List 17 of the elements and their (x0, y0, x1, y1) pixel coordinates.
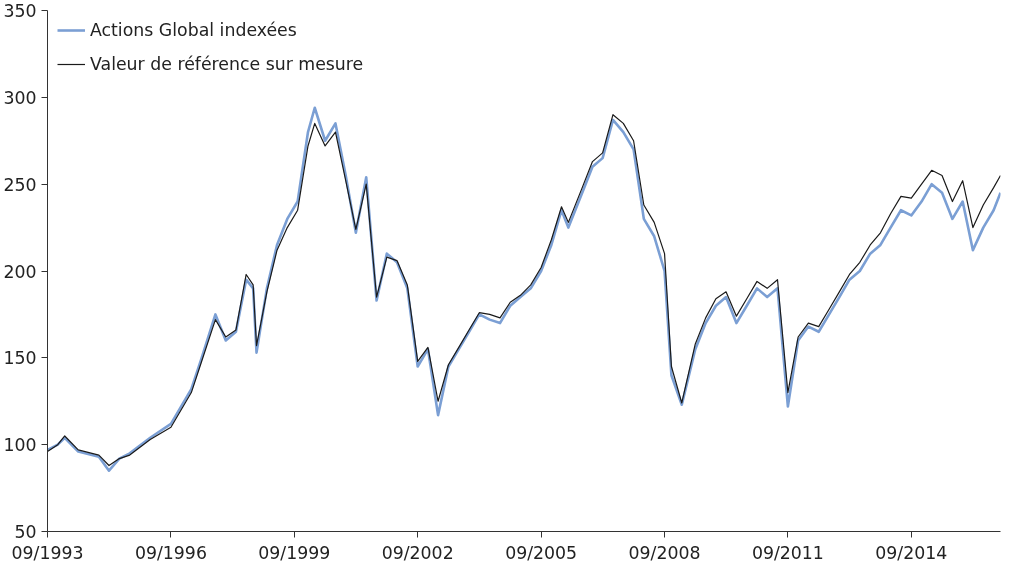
y-tick-label: 150 (3, 348, 37, 369)
x-tick-label: 09/2011 (751, 542, 824, 563)
y-tick-label: 250 (3, 174, 37, 195)
x-tick-label: 09/2005 (505, 542, 578, 563)
legend-label: Valeur de référence sur mesure (90, 54, 364, 74)
legend-label: Actions Global indexées (90, 20, 297, 40)
y-tick-label: 100 (3, 435, 37, 456)
x-tick-label: 09/2008 (628, 542, 701, 563)
y-tick-label: 350 (3, 1, 37, 21)
x-tick-label: 09/1999 (258, 542, 331, 563)
x-tick-label: 09/2014 (875, 542, 948, 563)
x-tick-label: 09/2002 (381, 542, 454, 563)
x-tick-label: 09/1993 (11, 542, 84, 563)
y-tick-label: 300 (3, 87, 37, 108)
y-tick-label: 50 (14, 522, 37, 542)
x-tick-label: 09/1996 (134, 542, 207, 563)
y-tick-label: 200 (3, 261, 37, 282)
